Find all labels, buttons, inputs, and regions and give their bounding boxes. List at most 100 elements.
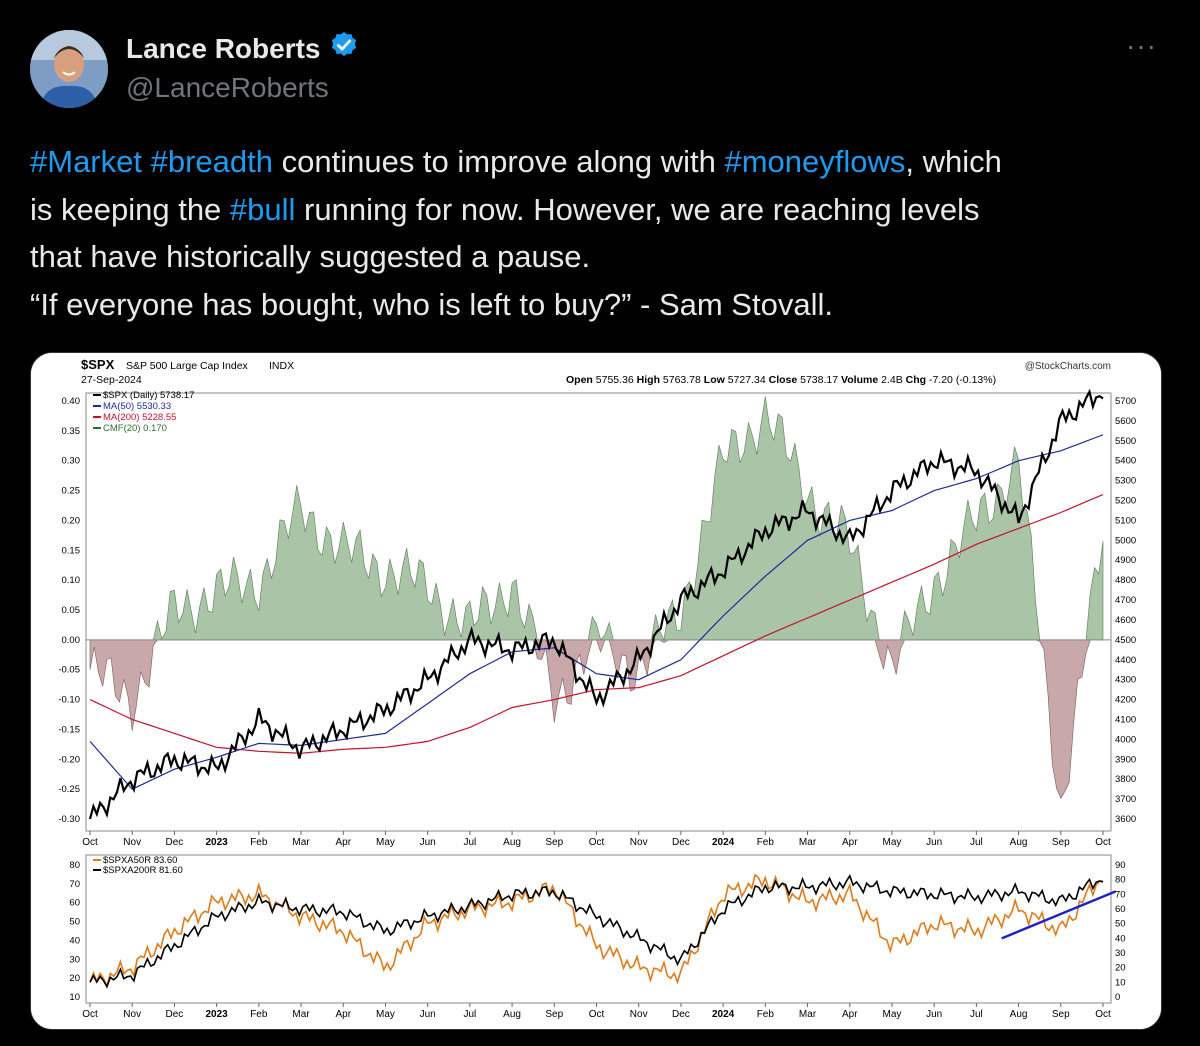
tweet-media-chart[interactable]: $SPX S&P 500 Large Cap Index INDX 27-Sep… <box>30 352 1162 1030</box>
spxa50r-line <box>89 873 1104 989</box>
lower-right-tick-label: 80 <box>1115 875 1126 886</box>
right-tick-label: 4900 <box>1115 555 1136 566</box>
author-name[interactable]: Lance Roberts <box>126 30 359 67</box>
tweet-line-3: that have historically suggested a pause… <box>30 239 591 274</box>
hashtag-market[interactable]: #Market <box>30 144 142 179</box>
tweet-text-span <box>142 144 151 179</box>
right-tick-label: 5300 <box>1115 476 1136 487</box>
x-tick-label-lower: Jun <box>420 1009 436 1020</box>
author-handle[interactable]: @LanceRoberts <box>126 72 329 103</box>
x-tick-label-upper: May <box>376 837 395 848</box>
x-tick-label-lower: Dec <box>672 1009 690 1020</box>
x-tick-label-upper: Aug <box>1010 837 1028 848</box>
left-tick-label: -0.30 <box>58 814 80 825</box>
x-tick-label-upper: Nov <box>630 837 648 848</box>
x-tick-label-upper: Oct <box>1095 837 1111 848</box>
x-tick-label-lower: Jun <box>926 1009 942 1020</box>
lower-right-tick-label: 40 <box>1115 933 1126 944</box>
tweet-line-4: “If everyone has bought, who is left to … <box>30 286 833 322</box>
avatar[interactable] <box>30 30 108 108</box>
left-tick-label: 0.35 <box>62 426 81 437</box>
x-tick-label-lower: Oct <box>82 1009 98 1020</box>
x-tick-label-lower: Apr <box>335 1009 351 1020</box>
x-tick-label-upper: Apr <box>842 837 858 848</box>
x-tick-label-upper: Jul <box>463 837 476 848</box>
x-tick-label-lower: May <box>883 1009 902 1020</box>
x-tick-label-upper: Mar <box>292 837 310 848</box>
x-tick-label-lower: Nov <box>123 1009 141 1020</box>
lower-left-tick-label: 20 <box>69 973 80 984</box>
right-tick-label: 4600 <box>1115 615 1136 626</box>
lower-left-tick-label: 30 <box>69 954 80 965</box>
right-tick-label: 5400 <box>1115 456 1136 467</box>
ohlc-readout: Open 5755.36 High 5763.78 Low 5727.34 Cl… <box>566 374 996 386</box>
author-name-text: Lance Roberts <box>126 32 321 64</box>
x-tick-label-lower: Dec <box>166 1009 184 1020</box>
lower-right-tick-label: 10 <box>1115 977 1126 988</box>
lower-legend-entry: $SPXA200R 81.60 <box>103 865 183 876</box>
tweet-text: #Market #breadth continues to improve al… <box>30 138 1170 328</box>
ma50-line <box>89 434 1104 790</box>
chart-exchange: INDX <box>269 360 294 372</box>
more-options-icon[interactable]: ··· <box>1126 30 1157 61</box>
right-tick-label: 5700 <box>1115 396 1136 407</box>
x-tick-label-lower: Aug <box>1010 1009 1028 1020</box>
x-tick-label-upper: Mar <box>799 837 817 848</box>
right-tick-label: 4300 <box>1115 675 1136 686</box>
x-tick-label-lower: Oct <box>589 1009 605 1020</box>
lower-right-tick-label: 0 <box>1115 992 1120 1003</box>
ma200-line <box>89 494 1104 754</box>
cmf-positive-area <box>89 396 1104 641</box>
left-tick-label: 0.20 <box>62 515 81 526</box>
upper-panel-frame <box>85 392 1112 832</box>
x-tick-label-upper: 2024 <box>712 837 735 848</box>
verified-icon <box>329 30 359 67</box>
x-tick-label-upper: Oct <box>82 837 98 848</box>
x-tick-label-upper: 2023 <box>206 837 229 848</box>
left-tick-label: -0.10 <box>58 695 80 706</box>
left-tick-label: -0.25 <box>58 784 80 795</box>
right-tick-label: 5500 <box>1115 436 1136 447</box>
x-tick-label-lower: Jul <box>463 1009 476 1020</box>
stockcharts-watermark: @StockCharts.com <box>1025 361 1111 372</box>
x-tick-label-lower: Oct <box>1095 1009 1111 1020</box>
left-tick-label: 0.30 <box>62 456 81 467</box>
lower-right-tick-label: 90 <box>1115 860 1126 871</box>
right-tick-label: 3900 <box>1115 754 1136 765</box>
x-tick-label-upper: May <box>883 837 902 848</box>
lower-legend-entry: $SPXA50R 83.60 <box>103 855 177 866</box>
left-tick-label: 0.05 <box>62 605 81 616</box>
lower-left-tick-label: 80 <box>69 860 80 871</box>
x-tick-label-upper: Oct <box>589 837 605 848</box>
lower-right-tick-label: 50 <box>1115 919 1126 930</box>
hashtag-breadth[interactable]: #breadth <box>150 144 273 179</box>
tweet-text-span: continues to improve along with <box>273 144 725 179</box>
lower-left-tick-label: 40 <box>69 935 80 946</box>
stockcharts-chart: $SPX S&P 500 Large Cap Index INDX 27-Sep… <box>31 353 1161 1029</box>
left-tick-label: -0.20 <box>58 754 80 765</box>
right-tick-label: 3600 <box>1115 814 1136 825</box>
svg-text:Open 5755.36 High 5763.78 Low: Open 5755.36 High 5763.78 Low 5727.34 Cl… <box>566 374 996 386</box>
tweet-line-2: is keeping the #bull running for now. Ho… <box>30 186 1170 234</box>
x-tick-label-lower: Aug <box>503 1009 521 1020</box>
tweet-text-span: , which <box>905 144 1002 179</box>
tweet-text-span: running for now. However, we are reachin… <box>295 191 980 227</box>
legend-entry: CMF(20) 0.170 <box>103 423 167 434</box>
x-tick-label-upper: Feb <box>250 837 268 848</box>
tweet-line-1: #Market #breadth continues to improve al… <box>30 138 1170 186</box>
legend-entry: MA(200) 5228.55 <box>103 412 176 423</box>
x-tick-label-lower: May <box>376 1009 395 1020</box>
hashtag-moneyflows[interactable]: #moneyflows <box>724 144 906 179</box>
x-tick-label-upper: Jun <box>926 837 942 848</box>
avatar-image <box>30 30 108 108</box>
right-tick-label: 4200 <box>1115 695 1136 706</box>
x-tick-label-upper: Feb <box>757 837 775 848</box>
tweet-text-span: is keeping the <box>30 191 230 227</box>
right-tick-label: 4700 <box>1115 595 1136 606</box>
spxa200r-line <box>89 873 1104 989</box>
hashtag-bull[interactable]: #bull <box>229 191 296 227</box>
lower-right-tick-label: 20 <box>1115 963 1126 974</box>
left-tick-label: 0.10 <box>62 575 81 586</box>
right-tick-label: 5000 <box>1115 535 1136 546</box>
right-tick-label: 3800 <box>1115 774 1136 785</box>
